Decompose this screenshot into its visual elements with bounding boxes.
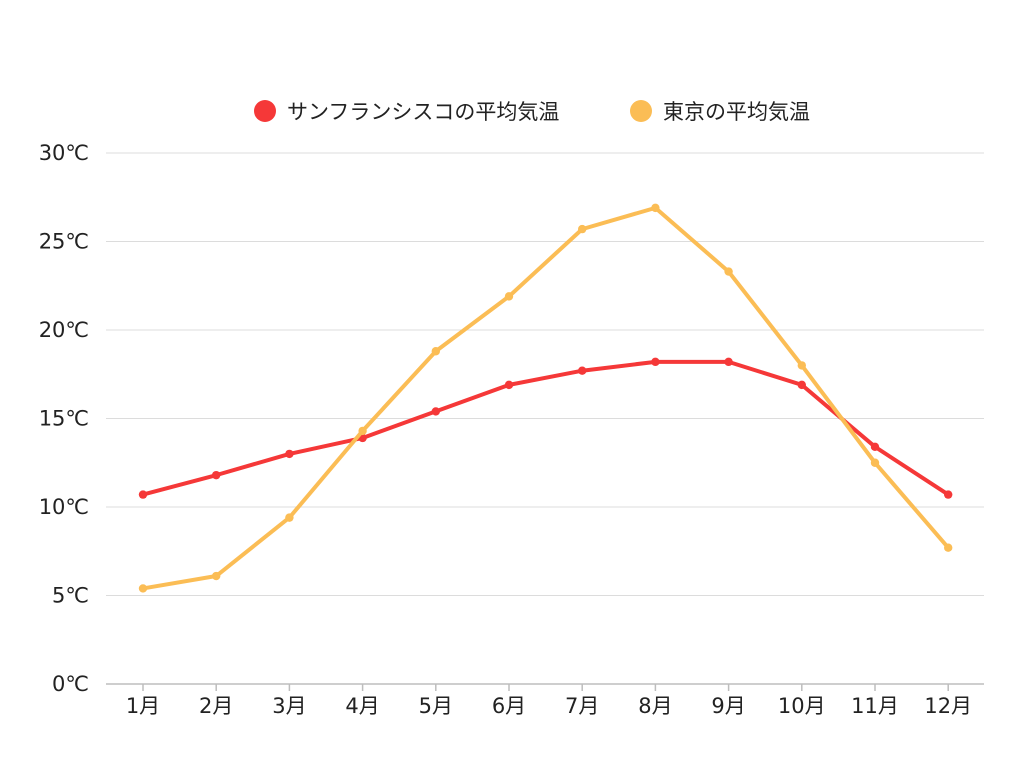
data-point <box>358 426 367 436</box>
data-point <box>870 442 880 452</box>
data-point <box>651 357 660 367</box>
legend-item[interactable]: 東京の平均気温 <box>630 100 810 124</box>
y-axis: 0℃ 5℃ 10℃ 15℃ 20℃ 25℃ 30℃ <box>39 141 89 696</box>
data-point <box>724 357 733 367</box>
data-point <box>431 407 440 416</box>
data-point <box>285 449 294 459</box>
data-point <box>138 584 148 593</box>
legend-item[interactable]: サンフランシスコの平均気温 <box>254 100 559 124</box>
legend-label: 東京の平均気温 <box>663 100 810 124</box>
data-point <box>285 513 294 522</box>
data-point <box>651 203 660 213</box>
data-point <box>431 347 440 356</box>
x-tick-label: 7月 <box>565 694 599 718</box>
series-0 <box>138 357 953 499</box>
x-tick-label: 2月 <box>199 694 233 718</box>
series-group <box>138 203 953 593</box>
x-tick-label: 11月 <box>851 694 899 718</box>
data-point <box>578 366 587 375</box>
x-tick-label: 10月 <box>778 694 826 718</box>
x-tick-label: 9月 <box>711 694 745 718</box>
data-point <box>870 458 880 467</box>
x-tick-label: 4月 <box>345 694 379 718</box>
data-point <box>797 361 806 370</box>
y-gridlines <box>106 152 984 596</box>
y-tick-label: 10℃ <box>39 495 89 519</box>
y-tick-label: 0℃ <box>52 672 89 696</box>
data-point <box>944 490 953 499</box>
x-tick-label: 5月 <box>419 694 453 718</box>
legend: サンフランシスコの平均気温 東京の平均気温 <box>254 100 810 124</box>
data-point <box>138 490 148 499</box>
data-point <box>212 470 221 480</box>
x-tick-label: 3月 <box>272 694 306 718</box>
y-tick-label: 15℃ <box>39 407 89 431</box>
data-point <box>724 267 733 276</box>
data-point <box>504 380 514 390</box>
y-tick-label: 25℃ <box>39 230 89 254</box>
x-tick-label: 8月 <box>638 694 672 718</box>
series-line <box>141 205 951 591</box>
x-axis: 1月 2月 3月 4月 5月 6月 7月 8月 9月 10月 11月 12月 <box>106 683 984 718</box>
series-line <box>141 359 951 497</box>
data-point <box>578 224 587 234</box>
x-tick-label: 12月 <box>924 694 972 718</box>
data-point <box>504 292 514 301</box>
legend-marker <box>254 100 276 122</box>
x-tick-label: 6月 <box>492 694 526 718</box>
y-tick-label: 5℃ <box>52 584 89 608</box>
y-tick-label: 20℃ <box>39 318 89 342</box>
data-point <box>212 571 221 581</box>
series-1 <box>138 203 953 593</box>
legend-label: サンフランシスコの平均気温 <box>287 100 559 124</box>
x-tick-label: 1月 <box>126 694 160 718</box>
legend-marker <box>630 100 652 122</box>
data-point <box>797 380 806 390</box>
data-point <box>944 543 953 552</box>
y-tick-label: 30℃ <box>39 141 89 165</box>
